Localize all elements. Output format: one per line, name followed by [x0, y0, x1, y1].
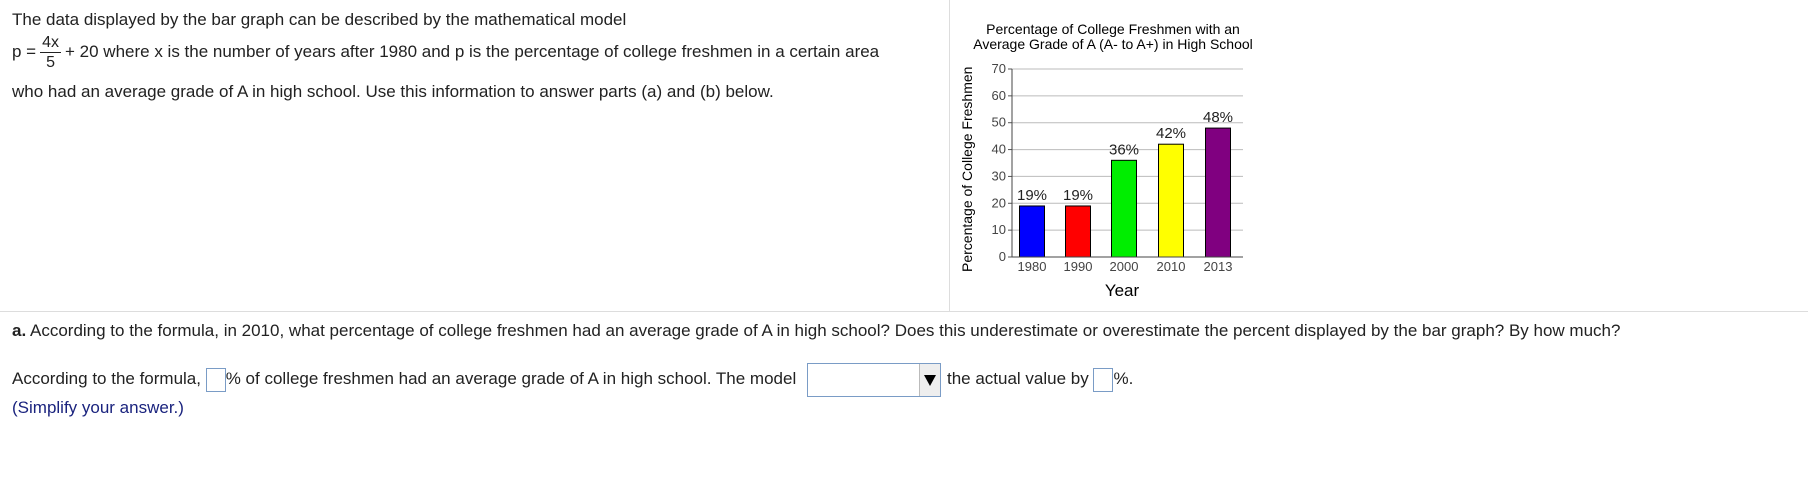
answer-lead: According to the formula,: [12, 369, 201, 388]
numerator: 4x: [40, 34, 62, 53]
value-label: 48%: [1203, 109, 1233, 126]
y-tick-label: 0: [999, 249, 1006, 264]
answer-end: %.: [1113, 369, 1134, 388]
intro-end: who had an average grade of A in high sc…: [12, 82, 774, 101]
formula-rest: + 20 where x is the number of years afte…: [65, 41, 880, 61]
fraction: 4x 5: [40, 33, 62, 72]
answer-middle: % of college freshmen had an average gra…: [225, 369, 797, 388]
question: a. According to the formula, in 2010, wh…: [12, 321, 1620, 341]
formula-line: p = 4x 5 + 20 where x is the number of year…: [12, 33, 879, 72]
bar: [1158, 143, 1184, 258]
difference-input[interactable]: [1093, 367, 1114, 392]
y-tick-label: 70: [992, 61, 1006, 76]
chart-title: Percentage of College Freshmen with an: [986, 21, 1240, 37]
formula-lhs: p =: [12, 41, 37, 61]
value-label: 19%: [1063, 187, 1093, 204]
bar: [1065, 205, 1091, 258]
question-text: According to the formula, in 2010, what …: [29, 321, 1621, 340]
hint: (Simplify your answer.): [12, 398, 184, 417]
y-tick-label: 30: [992, 168, 1006, 183]
answer-after: the actual value by: [946, 369, 1089, 388]
y-tick-label: 50: [992, 115, 1006, 130]
x-tick-label: 2013: [1204, 259, 1233, 274]
answer-line: According to the formula, % of college f…: [12, 362, 1133, 397]
x-axis-label: Year: [1105, 281, 1140, 300]
y-tick-label: 60: [992, 88, 1006, 103]
percent-input[interactable]: [205, 367, 226, 392]
left-panel: [0, 0, 950, 311]
chart: Percentage of College Freshmen with an A…: [959, 21, 1253, 300]
part-label: a.: [12, 321, 27, 340]
y-tick-label: 40: [992, 142, 1006, 157]
bar: [1019, 205, 1045, 258]
x-tick-label: 1990: [1064, 259, 1093, 274]
y-axis-label: Percentage of College Freshmen: [959, 67, 975, 272]
y-tick-label: 10: [992, 222, 1006, 237]
denominator: 5: [46, 54, 56, 71]
x-tick-label: 2010: [1157, 259, 1186, 274]
y-tick-label: 20: [992, 195, 1006, 210]
x-tick-label: 2000: [1110, 259, 1139, 274]
bar: [1205, 127, 1231, 258]
x-tick-label: 1980: [1018, 259, 1047, 274]
intro: The data displayed by the bar graph can …: [12, 10, 627, 29]
bar: [1111, 159, 1137, 258]
divider: [0, 311, 1808, 312]
value-label: 19%: [1017, 187, 1047, 204]
chart-title: Average Grade of A (A- to A+) in High Sc…: [973, 36, 1253, 52]
value-label: 36%: [1109, 141, 1139, 158]
value-label: 42%: [1156, 125, 1186, 142]
estimate-dropdown[interactable]: [806, 362, 941, 397]
